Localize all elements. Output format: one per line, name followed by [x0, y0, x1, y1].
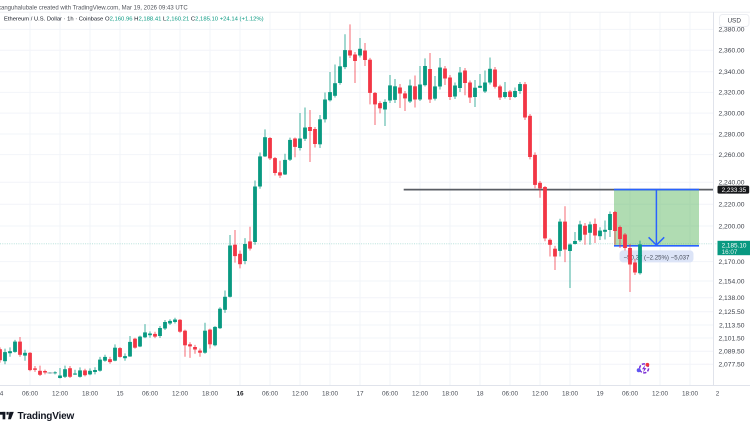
svg-text:xanguhalubale created with Tra: xanguhalubale created with TradingView.c… — [0, 5, 188, 11]
svg-text:Ethereum / U.S. Dollar · 1h ·: Ethereum / U.S. Dollar · 1h · Coinbase — [4, 17, 103, 23]
svg-text:2: 2 — [716, 391, 720, 398]
svg-text:USD: USD — [727, 18, 741, 25]
svg-text:2,300.00: 2,300.00 — [718, 110, 744, 117]
svg-text:12:00: 12:00 — [652, 391, 668, 398]
svg-text:18:00: 18:00 — [682, 391, 698, 398]
svg-text:12:00: 12:00 — [292, 391, 308, 398]
svg-text:4: 4 — [0, 391, 4, 398]
svg-text:12:00: 12:00 — [532, 391, 548, 398]
svg-text:2,240.00: 2,240.00 — [718, 180, 744, 187]
svg-text:18:00: 18:00 — [82, 391, 98, 398]
svg-text:2,280.00: 2,280.00 — [718, 131, 744, 138]
svg-text:2,138.00: 2,138.00 — [718, 295, 744, 302]
svg-text:2,360.00: 2,360.00 — [718, 48, 744, 55]
svg-text:2,340.00: 2,340.00 — [718, 69, 744, 76]
svg-text:2,154.00: 2,154.00 — [718, 278, 744, 285]
svg-text:06:00: 06:00 — [502, 391, 518, 398]
svg-text:16:07: 16:07 — [722, 249, 738, 256]
svg-text:12:00: 12:00 — [172, 391, 188, 398]
svg-text:17: 17 — [356, 391, 364, 398]
svg-text:2,200.00: 2,200.00 — [718, 223, 744, 230]
svg-text:18:00: 18:00 — [562, 391, 578, 398]
svg-text:16: 16 — [236, 391, 244, 398]
svg-text:2,113.50: 2,113.50 — [719, 322, 745, 329]
svg-text:2,077.50: 2,077.50 — [718, 362, 744, 369]
svg-text:06:00: 06:00 — [382, 391, 398, 398]
svg-text:15: 15 — [116, 391, 124, 398]
svg-text:O2,160.96 H2,188.41 L2,160.21: O2,160.96 H2,188.41 L2,160.21 C2,185.10 … — [105, 17, 264, 23]
svg-text:06:00: 06:00 — [622, 391, 638, 398]
svg-text:TradingView: TradingView — [18, 411, 75, 422]
svg-text:06:00: 06:00 — [262, 391, 278, 398]
svg-text:2,101.50: 2,101.50 — [718, 335, 744, 342]
svg-text:−50.37 (−2.25%) −5,037: −50.37 (−2.25%) −5,037 — [624, 254, 691, 261]
svg-text:18:00: 18:00 — [202, 391, 218, 398]
svg-text:2,260.00: 2,260.00 — [718, 152, 744, 159]
svg-text:19: 19 — [596, 391, 604, 398]
svg-text:2,220.00: 2,220.00 — [718, 202, 744, 209]
svg-text:18:00: 18:00 — [442, 391, 458, 398]
svg-text:12:00: 12:00 — [412, 391, 428, 398]
svg-text:2,233.35: 2,233.35 — [722, 187, 747, 194]
svg-text:2,125.50: 2,125.50 — [718, 309, 744, 316]
svg-text:12:00: 12:00 — [52, 391, 68, 398]
svg-text:18:00: 18:00 — [322, 391, 338, 398]
svg-text:18: 18 — [476, 391, 484, 398]
svg-text:06:00: 06:00 — [22, 391, 38, 398]
svg-text:06:00: 06:00 — [142, 391, 158, 398]
svg-text:2,320.00: 2,320.00 — [718, 90, 744, 97]
svg-text:2,089.50: 2,089.50 — [718, 349, 744, 356]
svg-text:2,170.00: 2,170.00 — [718, 259, 744, 266]
svg-text:2,380.00: 2,380.00 — [718, 27, 744, 34]
